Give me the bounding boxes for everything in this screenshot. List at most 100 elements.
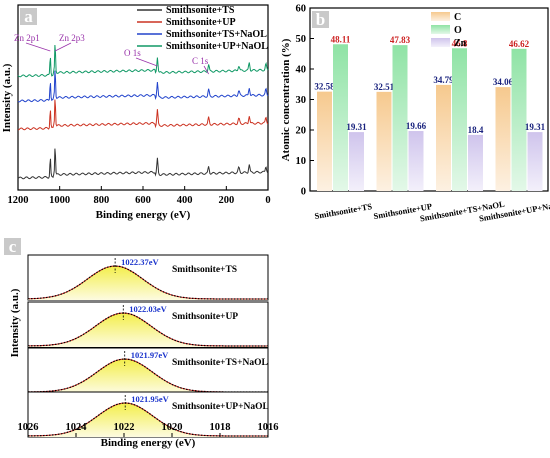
- panel-a-xlabel: Binding energy (eV): [96, 209, 191, 221]
- panel-c-subplots: 1022.37eV Smithsonite+TS 1022.03eV Smithson…: [27, 254, 269, 438]
- panel-a-letter-box: [20, 8, 37, 25]
- panel-c-peak-label: 1021.97eV: [131, 350, 169, 360]
- panel-b-bar: [392, 45, 408, 191]
- panel-b-bar-value-label: 18.4: [468, 125, 484, 135]
- panel-a-spectrum-line: [17, 148, 269, 180]
- panel-b-legend-swatch: [431, 38, 450, 47]
- panel-a-x-tick-label: 600: [135, 195, 151, 206]
- panel-b-bar-value-label: 19.66: [406, 121, 427, 131]
- panel-b-bar: [452, 48, 467, 192]
- panel-a: a Intensity (a.u.) Binding energy (eV) 1…: [1, 4, 271, 221]
- panel-a-x-tick-label: 0: [265, 195, 270, 206]
- panel-c-peak-fill: [28, 403, 268, 437]
- panel-b-bar-value-label: 48.11: [331, 34, 351, 44]
- panel-b-y-tick-label: 60: [296, 4, 307, 15]
- panel-a-peak-arrow: [203, 65, 209, 75]
- panel-a-x-tick-label: 1200: [8, 195, 29, 206]
- panel-b-bar: [333, 44, 348, 192]
- panel-b-bar: [436, 84, 451, 191]
- panel-a-frame: [17, 4, 269, 191]
- panel-b-bar: [468, 134, 483, 191]
- panel-c-x-tick-label: 1026: [18, 422, 39, 433]
- panel-c-x-tick-label: 1022: [114, 422, 135, 433]
- panel-b-bar-value-label: 47.83: [390, 35, 411, 45]
- panel-b-bar: [511, 48, 527, 192]
- panel-b-letter-box: [312, 11, 329, 28]
- panel-b-bar-value-label: 34.79: [433, 75, 454, 85]
- panel-a-legend: Smithsonite+TSSmithsonite+UPSmithsonite+…: [137, 5, 268, 52]
- panel-b-bar: [349, 132, 364, 191]
- panel-a-peak-arrow: [135, 57, 158, 67]
- panel-b-legend-swatch: [431, 25, 450, 34]
- panel-b-bar: [408, 131, 424, 191]
- panel-b-y-tick-label: 30: [296, 95, 307, 106]
- panel-c-letter-box: [4, 238, 21, 255]
- panel-c-peak-label: 1022.37eV: [121, 257, 159, 267]
- panel-c-peak-fill: [28, 313, 268, 347]
- panel-a-spectrum-line: [17, 99, 269, 131]
- panel-b-y-tick-label: 10: [296, 156, 307, 167]
- panel-a-x-tick-label: 400: [177, 195, 193, 206]
- panel-b: b Atomic concentration (%) 0 10 20 30 40 50 60…: [280, 4, 550, 224]
- panel-b-y-tick-label: 0: [301, 187, 306, 198]
- panel-b-letter: b: [316, 10, 325, 29]
- panel-a-peak-arrow: [25, 42, 51, 52]
- panel-a-spectrum-line: [17, 70, 269, 103]
- panel-b-legend: CO Zn: [431, 12, 467, 49]
- panel-a-peak-arrow: [54, 42, 72, 52]
- panel-c: c Intensity (a.u.) Binding energy (eV) 1…: [4, 237, 279, 449]
- panel-b-y-tick-label: 40: [296, 65, 307, 76]
- panel-b-bar-value-label: 32.51: [374, 82, 395, 92]
- panel-c-x-tick-label: 1024: [66, 422, 88, 433]
- panel-a-x-tick-label: 800: [93, 195, 109, 206]
- panel-a-peak-labels: Zn 2p1 Zn 2p3 O 1s C 1s: [14, 33, 209, 75]
- panel-a-legend-label: Smithsonite+UP: [166, 17, 236, 28]
- panel-a-peak-label: Zn 2p3: [59, 33, 85, 43]
- panel-a-x-tick-label: 200: [218, 195, 234, 206]
- panel-b-y-ticks: 0 10 20 30 40 50 60: [296, 4, 314, 198]
- panel-b-ylabel: Atomic concentration (%): [280, 38, 292, 161]
- panel-b-bar: [495, 87, 511, 191]
- panel-c-sample-label: Smithsonite+TS: [172, 265, 237, 275]
- panel-a-ylabel: Intensity (a.u.): [1, 63, 13, 132]
- panel-b-category-label: Smithsonite+TS: [314, 201, 373, 221]
- panel-a-peak-label: O 1s: [124, 48, 141, 58]
- panel-a-x-ticks: 1200 1000 800 600 400 200 0: [8, 186, 271, 206]
- panel-a-spectrum-line: [17, 44, 269, 78]
- panel-b-bars: 32.58 48.11 19.31 32.51 47.83 19.66 34.79 46.8 1…: [314, 34, 546, 192]
- panel-a-spectra: [17, 44, 269, 180]
- panel-b-bar: [317, 91, 332, 191]
- panel-c-sample-label: Smithsonite+UP: [172, 312, 238, 322]
- panel-a-legend-label: Smithsonite+UP+NaOL: [166, 41, 268, 52]
- panel-c-raw-data-line: [27, 265, 268, 300]
- panel-b-bar-value-label: 32.58: [314, 82, 335, 92]
- panel-b-bar-value-label: 34.06: [493, 77, 514, 87]
- panel-b-bar: [376, 91, 392, 191]
- panel-b-bar-value-label: 19.31: [346, 122, 367, 132]
- panel-c-ylabel: Intensity (a.u.): [9, 288, 21, 357]
- panel-c-raw-data-line: [28, 312, 268, 347]
- panel-c-peak-label: 1021.95eV: [131, 394, 169, 404]
- panel-a-x-tick-label: 1000: [49, 195, 70, 206]
- panel-a-legend-label: Smithsonite+TS: [166, 5, 235, 16]
- panel-b-bar-value-label: 46.8: [452, 38, 468, 48]
- panel-a-letter: a: [24, 7, 33, 26]
- panel-b-y-tick-label: 50: [296, 34, 307, 45]
- panel-c-peak-label: 1022.03eV: [129, 304, 167, 314]
- panel-b-legend-swatch: [431, 12, 450, 21]
- panel-c-sample-label: Smithsonite+UP+NaOL: [172, 402, 269, 412]
- panel-b-y-tick-label: 20: [296, 126, 307, 137]
- panel-b-category-labels: Smithsonite+TS Smithsonite+UPSmithsonite+…: [314, 199, 550, 224]
- panel-c-x-ticks: 1026 1024 1022 1020 1018 1016: [18, 422, 279, 437]
- panel-c-sample-label: Smithsonite+TS+NaOL: [172, 358, 268, 368]
- panel-b-legend-label: Zn: [454, 38, 467, 49]
- panel-c-x-tick-label: 1020: [162, 422, 183, 433]
- panel-c-xlabel: Binding energy (eV): [101, 437, 196, 449]
- panel-a-peak-label: C 1s: [192, 56, 209, 66]
- panel-b-bar-value-label: 46.62: [509, 39, 530, 49]
- panel-c-raw-data-line: [28, 402, 268, 437]
- panel-c-x-tick-label: 1018: [210, 422, 231, 433]
- panel-a-legend-label: Smithsonite+TS+NaOL: [166, 29, 267, 40]
- panel-c-peak-fill: [28, 359, 268, 393]
